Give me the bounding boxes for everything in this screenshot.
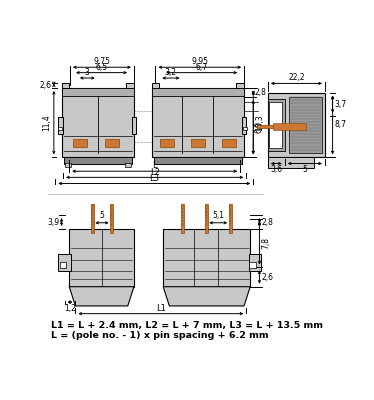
Bar [151,84,159,88]
Text: 5: 5 [99,212,104,220]
Bar [249,262,255,268]
Bar [73,139,87,146]
Text: L = (pole no. - 1) x pin spacing + 6.2 mm: L = (pole no. - 1) x pin spacing + 6.2 m… [51,331,269,340]
Text: 3: 3 [85,68,90,77]
Bar [64,156,132,164]
Bar [268,157,314,168]
Bar [62,88,134,96]
Bar [62,84,69,88]
Text: 3,9: 3,9 [47,218,59,226]
Bar [257,125,273,128]
Text: L1 = L + 2.4 mm, L2 = L + 7 mm, L3 = L + 13.5 mm: L1 = L + 2.4 mm, L2 = L + 7 mm, L3 = L +… [51,320,323,330]
Text: 5,1: 5,1 [212,212,224,220]
Text: 9,95: 9,95 [191,57,208,66]
Text: 6,5: 6,5 [95,63,108,72]
Bar [181,204,184,233]
Bar [151,88,244,96]
Text: 5: 5 [303,165,307,174]
Bar [249,254,261,271]
Bar [191,139,205,146]
Bar [58,126,62,130]
Bar [163,229,250,287]
Text: 2,6: 2,6 [40,81,52,90]
Text: 18,3: 18,3 [255,114,264,131]
Bar [236,84,244,88]
Text: 11,4: 11,4 [43,114,52,131]
Bar [126,84,134,88]
Text: 3,6: 3,6 [270,165,282,174]
Bar [154,156,242,164]
Text: L3: L3 [149,174,159,183]
Text: 1,2: 1,2 [64,304,76,313]
Bar [91,204,94,233]
Bar [205,204,208,233]
Bar [62,88,134,157]
Text: 3,7: 3,7 [335,100,347,109]
Bar [60,262,66,268]
Bar [125,163,131,167]
Text: 2,8: 2,8 [255,88,267,97]
Bar [105,139,119,146]
Text: 22,2: 22,2 [288,73,305,82]
Bar [273,124,306,130]
Bar [269,102,282,148]
Bar [268,93,325,157]
Bar [160,139,174,146]
Bar [289,97,322,153]
Bar [65,163,71,167]
Text: L1: L1 [156,304,166,313]
Text: 9,75: 9,75 [94,57,110,66]
Text: 2,8: 2,8 [262,218,274,226]
Text: 2,6: 2,6 [262,272,274,282]
Text: L2: L2 [150,168,160,176]
Bar [110,204,113,233]
Bar [222,139,236,146]
Polygon shape [163,287,250,306]
Bar [243,126,247,130]
Bar [132,117,136,134]
Bar [69,229,134,287]
Text: 6,9: 6,9 [255,121,264,133]
Text: 8,7: 8,7 [335,120,347,130]
Polygon shape [69,287,134,306]
Text: 7,8: 7,8 [262,237,271,249]
Bar [229,204,232,233]
Bar [268,99,285,151]
Bar [242,117,246,134]
Text: 3,2: 3,2 [165,68,177,77]
Text: L: L [152,162,157,170]
Bar [151,88,244,157]
Bar [58,117,63,134]
Bar [58,254,71,271]
Text: 6,7: 6,7 [196,63,208,72]
